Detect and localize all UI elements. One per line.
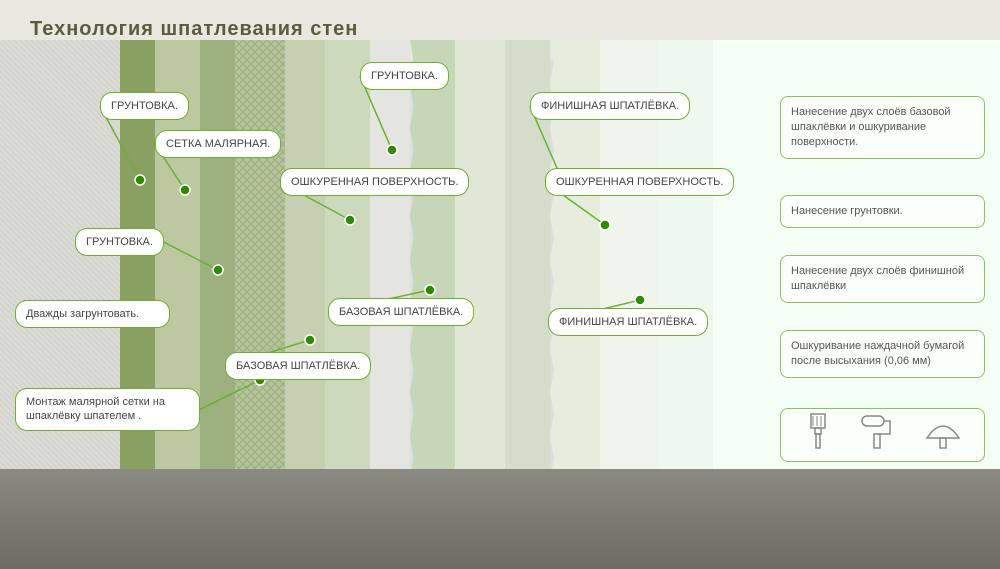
spatula-icon: [923, 412, 963, 455]
sidebox-s3: Нанесение двух слоёв финишной шпаклёвки: [780, 255, 985, 303]
sidebox-s4: Ошкуривание наждачной бумагой после высы…: [780, 330, 985, 378]
callout-d: Дважды загрунтовать.: [15, 300, 170, 328]
layer-sanded-2: [455, 40, 505, 480]
callout-c: ГРУНТОВКА.: [75, 228, 164, 256]
callout-l: ФИНИШНАЯ ШПАТЛЁВКА.: [548, 308, 708, 336]
layer-base-1: [235, 40, 285, 480]
sidebox-s2: Нанесение грунтовки.: [780, 195, 985, 228]
callout-j: ФИНИШНАЯ ШПАТЛЁВКА.: [530, 92, 690, 120]
roller-icon: [860, 412, 896, 455]
callout-a: ГРУНТОВКА.: [100, 92, 189, 120]
callout-e: Монтаж малярной сетки на шпаклёвку шпате…: [15, 388, 200, 431]
callout-k: ОШКУРЕННАЯ ПОВЕРХНОСТЬ.: [545, 168, 734, 196]
layer-primer-2: [200, 40, 235, 480]
layer-primer-3: [370, 40, 410, 480]
brush-icon: [803, 412, 833, 455]
layer-finish-1: [410, 40, 455, 480]
callout-b: СЕТКА МАЛЯРНАЯ.: [155, 130, 281, 158]
floor: [0, 469, 1000, 569]
layer-sanded-1: [285, 40, 325, 480]
layer-base-2: [325, 40, 370, 480]
page-title: Технология шпатлевания стен: [30, 18, 358, 41]
sidebox-s1: Нанесение двух слоёв базовой шпаклёвки и…: [780, 96, 985, 159]
callout-f: БАЗОВАЯ ШПАТЛЁВКА.: [225, 352, 371, 380]
tools-iconbox: [780, 408, 985, 462]
callout-h: ОШКУРЕННАЯ ПОВЕРХНОСТЬ.: [280, 168, 469, 196]
callout-g: ГРУНТОВКА.: [360, 62, 449, 90]
infographic-root: Технология шпатлевания стен ГРУНТОВКА. СЕ…: [0, 0, 1000, 569]
callout-i: БАЗОВАЯ ШПАТЛЁВКА.: [328, 298, 474, 326]
layer-final: [713, 40, 750, 480]
